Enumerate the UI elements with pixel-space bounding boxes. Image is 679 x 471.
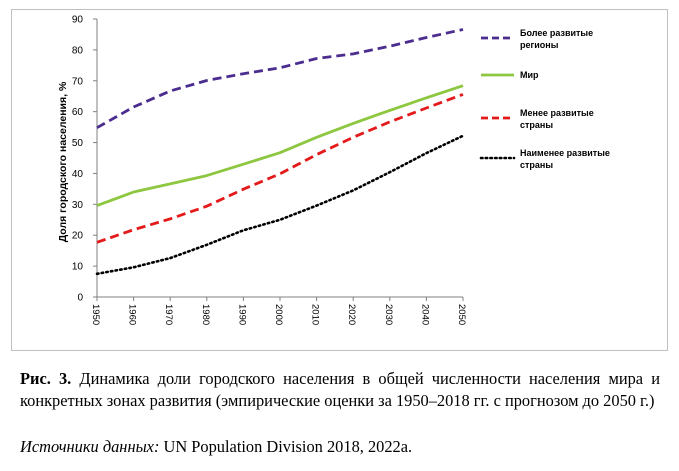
y-tick-label: 50 bbox=[72, 138, 84, 149]
legend-label-1: Более развитые bbox=[520, 28, 593, 38]
x-tick-label: 1980 bbox=[200, 304, 211, 325]
caption-text: Динамика доли городского населения в общ… bbox=[20, 369, 660, 410]
x-tick-label: 1970 bbox=[163, 304, 174, 325]
figure-frame bbox=[11, 9, 668, 351]
y-tick-label: 70 bbox=[72, 76, 84, 87]
source-text: UN Population Division 2018, 2022a. bbox=[159, 437, 413, 456]
source-label: Источники данных: bbox=[20, 437, 160, 456]
legend-label-2: Мир bbox=[520, 70, 539, 80]
chart-axes bbox=[96, 19, 463, 298]
y-axis-label: Доля городского населения, % bbox=[57, 81, 69, 242]
data-source: Источники данных: UN Population Division… bbox=[20, 436, 660, 458]
series-line-2 bbox=[96, 84, 464, 207]
x-tick-label: 2040 bbox=[419, 304, 430, 325]
y-tick-label: 40 bbox=[72, 169, 84, 180]
y-tick-label: 10 bbox=[72, 262, 84, 273]
y-tick-label: 20 bbox=[72, 231, 84, 242]
figure-caption: Рис. 3. Динамика доли городского населен… bbox=[20, 368, 660, 411]
y-tick-label: 0 bbox=[77, 293, 83, 304]
caption-label: Рис. 3. bbox=[20, 369, 72, 388]
legend-label-3: страны bbox=[520, 120, 553, 130]
x-tick-label: 2000 bbox=[273, 304, 284, 325]
y-tick-label: 30 bbox=[72, 200, 84, 211]
x-tick-label: 2020 bbox=[346, 304, 357, 325]
x-tick-label: 1990 bbox=[236, 304, 247, 325]
series-line-4 bbox=[95, 134, 465, 276]
x-tick-label: 2010 bbox=[310, 304, 321, 325]
y-tick-labels: 0 10 20 30 40 50 60 70 80 90 bbox=[72, 15, 97, 304]
series-line-1 bbox=[96, 28, 464, 129]
series-line-3 bbox=[96, 93, 464, 244]
legend: Более развитые регионы Мир Менее развитые ст… bbox=[479, 28, 610, 170]
legend-label-4: страны bbox=[520, 160, 553, 170]
y-tick-label: 80 bbox=[72, 45, 84, 56]
x-tick-label: 2050 bbox=[456, 304, 467, 325]
series-layer bbox=[95, 28, 465, 276]
legend-label-1: регионы bbox=[520, 40, 559, 50]
x-tick-labels: 1950 1960 1970 1980 1990 2000 2010 2020 2030 2040… bbox=[90, 297, 467, 325]
legend-label-4: Наименее развитые bbox=[520, 148, 610, 158]
y-tick-label: 90 bbox=[72, 15, 84, 26]
x-tick-label: 1960 bbox=[127, 304, 138, 325]
legend-label-3: Менее развитые bbox=[520, 108, 594, 118]
x-tick-label: 1950 bbox=[90, 304, 101, 325]
x-tick-label: 2030 bbox=[383, 304, 394, 325]
y-tick-label: 60 bbox=[72, 107, 84, 118]
